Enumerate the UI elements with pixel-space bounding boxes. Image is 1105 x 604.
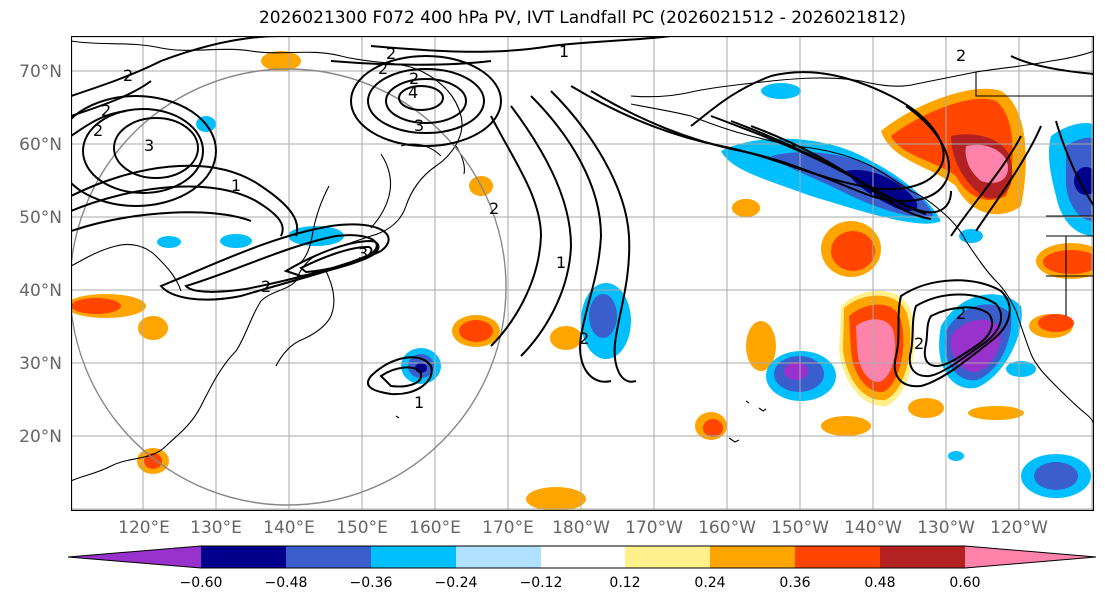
contour-label: 3: [144, 136, 154, 155]
colorbar: [68, 545, 1097, 569]
lon-label-120e: 120°E: [118, 518, 170, 538]
colorbar-tick-label: 0.60: [949, 575, 981, 591]
contour-label: 2: [409, 69, 419, 88]
colorbar-tick-label: −0.24: [434, 575, 478, 591]
contour-label: 2: [378, 59, 388, 78]
contour-label: 2: [93, 121, 103, 140]
colorbar-segment: [68, 546, 201, 568]
colorbar-segment: [541, 546, 625, 568]
contour-label: 2: [123, 66, 133, 85]
contour-label: 2: [956, 46, 966, 65]
colorbar-tick-label: −0.36: [349, 575, 393, 591]
lon-label-170e: 170°E: [482, 518, 534, 538]
contour-label: 2: [489, 199, 499, 218]
lat-label-20n: 20°N: [19, 427, 62, 447]
lon-label-160w: 160°W: [698, 518, 756, 538]
colorbar-tick-label: 0.12: [609, 575, 641, 591]
colorbar-segment: [371, 546, 456, 568]
colorbar-tick-label: 0.36: [779, 575, 811, 591]
lat-label-70n: 70°N: [19, 62, 62, 82]
lon-label-140e: 140°E: [263, 518, 315, 538]
pv-contours: [71, 36, 1094, 396]
lon-label-130e: 130°E: [190, 518, 242, 538]
contour-label: 2: [386, 44, 396, 63]
colorbar-tick-label: −0.12: [519, 575, 563, 591]
colorbar-tick-label: −0.60: [179, 575, 223, 591]
positive-anomaly-shading: [71, 51, 1094, 511]
lon-label-160e: 160°E: [409, 518, 461, 538]
coastlines: [71, 40, 1094, 482]
map-title: 2026021300 F072 400 hPa PV, IVT Landfall…: [258, 8, 906, 28]
lon-label-170w: 170°W: [625, 518, 683, 538]
lon-label-150w: 150°W: [771, 518, 829, 538]
colorbar-tick-label: 0.24: [694, 575, 726, 591]
lat-label-30n: 30°N: [19, 354, 62, 374]
colorbar-tick-label: 0.48: [864, 575, 896, 591]
colorbar-segment: [795, 546, 880, 568]
lon-label-140w: 140°W: [844, 518, 902, 538]
lat-label-40n: 40°N: [19, 281, 62, 301]
colorbar-segment: [710, 546, 795, 568]
colorbar-segment: [625, 546, 710, 568]
pv-ivt-map: 1 1 1 1 2 2 2 2 2 2 2 2 2 2 2 2 3 3 3 4: [71, 36, 1094, 511]
contour-label: 3: [358, 244, 368, 263]
colorbar-segment: [965, 546, 1096, 568]
contour-label: 1: [231, 176, 241, 195]
lat-label-60n: 60°N: [19, 135, 62, 155]
contour-labels: 1 1 1 1 2 2 2 2 2 2 2 2 2 2 2 2 3 3 3 4: [93, 42, 966, 412]
colorbar-segment: [286, 546, 371, 568]
lon-label-180w: 180°W: [552, 518, 610, 538]
colorbar-segment: [201, 546, 286, 568]
contour-label: 2: [101, 101, 111, 120]
colorbar-segment: [880, 546, 965, 568]
colorbar-segment: [456, 546, 541, 568]
region-circle: [71, 68, 507, 506]
contour-label: 3: [414, 116, 424, 135]
contour-label: 2: [261, 277, 271, 296]
contour-label: 2: [579, 329, 589, 348]
lon-label-130w: 130°W: [917, 518, 975, 538]
contour-label: 2: [914, 334, 924, 353]
lon-label-120w: 120°W: [990, 518, 1048, 538]
contour-label: 1: [556, 253, 566, 272]
contour-label: 1: [414, 393, 424, 412]
lat-label-50n: 50°N: [19, 208, 62, 228]
lon-label-150e: 150°E: [336, 518, 388, 538]
contour-label: 2: [956, 304, 966, 323]
contour-label: 1: [559, 42, 569, 61]
contour-label: 4: [408, 83, 418, 102]
colorbar-tick-label: −0.48: [264, 575, 308, 591]
